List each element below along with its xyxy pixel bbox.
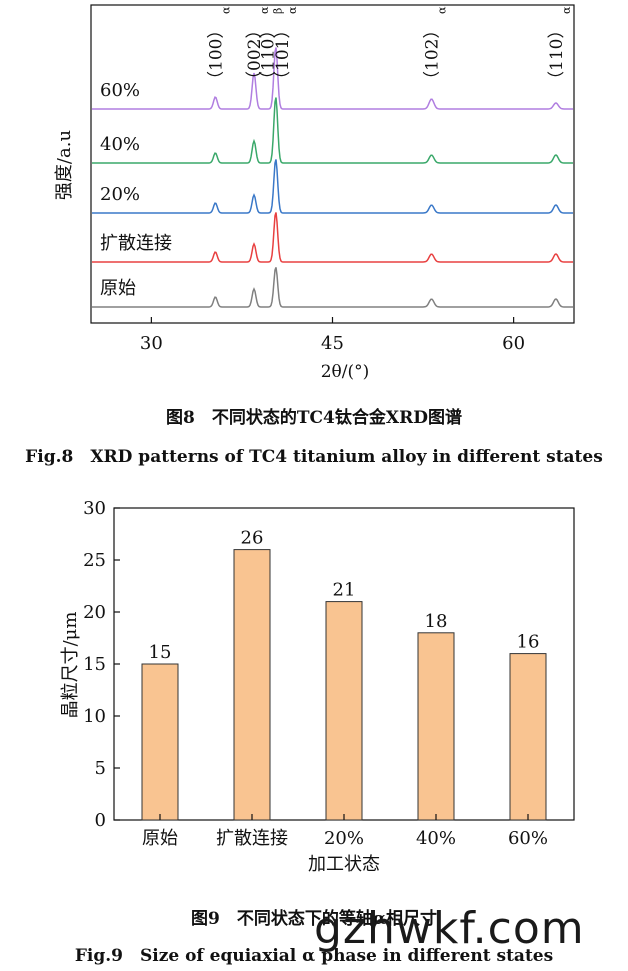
xrd-peak-annotation: （100） α bbox=[206, 6, 232, 88]
xrd-series-line bbox=[92, 47, 573, 110]
bar bbox=[509, 653, 547, 821]
bar bbox=[141, 663, 179, 821]
xrd-peak-annotation: （101） α bbox=[273, 6, 299, 88]
xrd-series-label: 20% bbox=[100, 184, 140, 205]
bar-x-axis-label: 加工状态 bbox=[308, 854, 380, 875]
xrd-peak-phase: β bbox=[271, 8, 284, 14]
xrd-peak-label: （002） bbox=[245, 22, 265, 88]
bar-y-ticks: 0 5 10 15 20 25 30 bbox=[83, 498, 120, 831]
bar bbox=[233, 549, 271, 821]
bar-y-axis-label: 晶粒尺寸/μm bbox=[60, 612, 81, 719]
figure8-caption-en: Fig.8 XRD patterns of TC4 titanium alloy… bbox=[25, 447, 603, 467]
bar bbox=[417, 632, 455, 821]
bar bbox=[325, 601, 363, 821]
bar-x-ticks: 原始 扩散连接 20% 40% 60% bbox=[142, 814, 548, 849]
bar-y-tick-label: 15 bbox=[83, 654, 106, 675]
xrd-y-axis-label: 强度/a.u bbox=[54, 130, 75, 200]
xrd-peak-phase: α bbox=[219, 6, 232, 14]
xrd-plot-frame bbox=[90, 4, 575, 324]
xrd-series-label: 扩散连接 bbox=[100, 233, 172, 254]
xrd-peak-phase: α bbox=[436, 6, 449, 14]
xrd-x-tick-label: 45 bbox=[321, 333, 344, 354]
bar-data-label: 21 bbox=[333, 580, 356, 601]
bar-data-label: 16 bbox=[517, 632, 540, 653]
xrd-series-label: 原始 bbox=[100, 278, 136, 299]
bar-category-label: 原始 bbox=[142, 828, 178, 849]
bar-data-label: 26 bbox=[241, 528, 264, 549]
figure9-caption-cn: 图9 不同状态下的等轴α相尺寸 bbox=[191, 909, 437, 929]
xrd-peak-annotation: （002） α bbox=[245, 6, 271, 88]
xrd-series-line bbox=[92, 212, 573, 263]
bar-data-label: 18 bbox=[425, 611, 448, 632]
xrd-series-labels: 原始 扩散连接 20% 40% 60% bbox=[100, 80, 172, 299]
xrd-peak-annotation: （110） β bbox=[258, 8, 284, 88]
bar-category-label: 40% bbox=[416, 828, 456, 849]
bar-category-label: 20% bbox=[324, 828, 364, 849]
watermark-text: gzhwkf.com bbox=[314, 903, 585, 954]
xrd-series-label: 40% bbox=[100, 134, 140, 155]
xrd-series-group bbox=[92, 47, 573, 308]
xrd-chart: （100）α（002）α（110）β（101）α（102）α（110）α 原始扩… bbox=[54, 4, 575, 382]
xrd-peak-annotation: （110） α bbox=[547, 6, 573, 88]
xrd-peak-phase: α bbox=[258, 6, 271, 14]
xrd-series-label: 60% bbox=[100, 80, 140, 101]
xrd-peak-label: （102） bbox=[423, 22, 443, 88]
bar-category-label: 扩散连接 bbox=[216, 828, 288, 849]
bar-series: 15 26 21 18 16 bbox=[141, 528, 547, 821]
xrd-series-line bbox=[92, 97, 573, 164]
xrd-peak-annotation: （102） α bbox=[423, 6, 449, 88]
bar-y-tick-label: 0 bbox=[95, 810, 106, 831]
figure9-caption-en: Fig.9 Size of equiaxial α phase in diffe… bbox=[74, 946, 554, 966]
bar-y-tick-label: 30 bbox=[83, 498, 106, 519]
xrd-peak-label: （101） bbox=[273, 22, 293, 88]
bar-category-label: 60% bbox=[508, 828, 548, 849]
xrd-peak-label: （100） bbox=[206, 22, 226, 88]
xrd-series-line bbox=[92, 159, 573, 214]
bar-y-tick-label: 25 bbox=[83, 550, 106, 571]
xrd-x-tick-label: 60 bbox=[502, 333, 525, 354]
xrd-x-axis-label: 2θ/(°) bbox=[321, 362, 370, 382]
xrd-peak-phase: α bbox=[286, 6, 299, 14]
xrd-peak-label: （110） bbox=[547, 22, 567, 88]
bar-y-tick-label: 10 bbox=[83, 706, 106, 727]
figure8-caption-cn: 图8 不同状态的TC4钛合金XRD图谱 bbox=[166, 408, 462, 428]
bar-y-tick-label: 5 bbox=[95, 758, 106, 779]
xrd-peak-label: （110） bbox=[258, 22, 278, 88]
xrd-x-ticks: 30 45 60 bbox=[140, 317, 525, 354]
xrd-peak-phase: α bbox=[560, 6, 573, 14]
xrd-x-tick-label: 30 bbox=[140, 333, 163, 354]
bar-data-label: 15 bbox=[149, 642, 172, 663]
xrd-peak-annotations: （100）α（002）α（110）β（101）α（102）α（110）α bbox=[206, 6, 573, 88]
xrd-series-line bbox=[92, 267, 573, 308]
bar-y-tick-label: 20 bbox=[83, 602, 106, 623]
